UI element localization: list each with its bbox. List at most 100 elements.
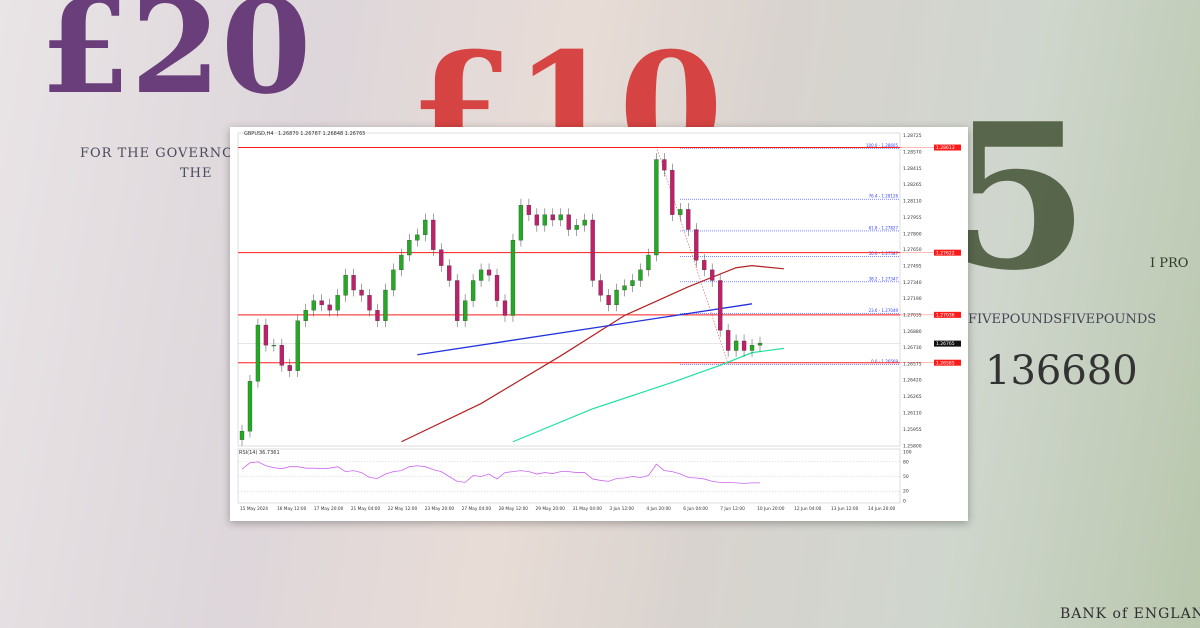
price-tick-label: 1.28570 — [903, 150, 922, 156]
candle-bear — [327, 304, 332, 311]
candle-bull — [415, 234, 420, 241]
price-tick-label: 1.27800 — [903, 231, 922, 237]
price-tick-label: 1.26265 — [903, 394, 922, 400]
candle-bear — [351, 275, 356, 291]
candle-bear — [447, 265, 452, 281]
candle-bull — [343, 275, 348, 296]
candle-bear — [566, 214, 571, 230]
candle-bear — [439, 249, 444, 266]
rsi-label: RSI(14) 36.7361 — [239, 450, 280, 456]
price-tick-label: 1.27955 — [903, 215, 922, 221]
candle-bull — [678, 209, 683, 215]
ohlc-readout: 1.26870 1.26787 1.26848 1.26765 — [278, 131, 366, 137]
price-level-tag-label: 1.27036 — [936, 312, 955, 318]
time-tick-label: 7 Jun 12:00 — [720, 506, 745, 512]
fib-anchor-line — [656, 146, 729, 365]
price-tick-label: 1.25800 — [903, 444, 922, 450]
price-level-tag — [934, 311, 961, 318]
candle-bear — [550, 214, 555, 221]
moving-average-fast — [512, 347, 784, 443]
candle-bear — [526, 204, 532, 215]
candle-bear — [279, 345, 284, 366]
candle-bear — [725, 330, 731, 351]
price-tick-label: 1.26420 — [903, 378, 922, 384]
price-tick-label: 1.27190 — [903, 296, 922, 302]
rsi-tick-label: 100 — [903, 450, 912, 456]
candle-bull — [757, 342, 763, 346]
banknote-5: 5 — [950, 80, 1090, 315]
rsi-pane — [237, 448, 901, 504]
fib-level-label: 61.8 - 1.27827 — [869, 225, 899, 230]
candle-bear — [590, 219, 595, 281]
candle-bear — [486, 269, 492, 276]
rsi-tick-label: 50 — [903, 474, 909, 480]
time-tick-label: 13 Jun 12:00 — [831, 506, 859, 512]
candle-bull — [247, 381, 253, 432]
time-tick-label: 4 Jun 20:00 — [646, 506, 671, 512]
candle-bear — [662, 159, 667, 171]
candle-bear — [319, 300, 324, 306]
candle-bull — [295, 320, 300, 371]
candle-bull — [510, 240, 516, 316]
fib-level-label: 38.2 - 1.27347 — [869, 276, 899, 281]
candle-bull — [518, 204, 524, 241]
candle-bear — [367, 295, 372, 311]
rsi-tick-label: 20 — [903, 489, 909, 495]
time-tick-label: 10 Jun 20:00 — [757, 506, 785, 512]
candle-bear — [359, 289, 364, 296]
price-chart[interactable]: 1.28725 1.28570 1.28415 1.28265 1.28110 1.279… — [230, 127, 968, 521]
price-tick-label: 1.28725 — [903, 133, 922, 139]
candle-bull — [614, 289, 619, 306]
price-tick-label: 1.27035 — [903, 312, 922, 318]
fib-level-label: 50.0 - 1.27587 — [869, 251, 899, 256]
time-tick-label: 31 May 04:00 — [572, 506, 602, 512]
price-tick-label: 1.26880 — [903, 329, 922, 335]
rsi-tick-label: 80 — [903, 459, 909, 465]
candle-bear — [702, 260, 707, 271]
candle-bear — [686, 209, 691, 230]
fib-level-label: 76.4 - 1.28126 — [869, 194, 899, 199]
candle-bull — [391, 269, 396, 291]
candle-bear — [694, 229, 699, 261]
candle-bull — [733, 340, 739, 351]
rsi-tick-label: 0 — [903, 499, 906, 505]
candle-bull — [582, 219, 587, 226]
candle-bull — [470, 280, 476, 301]
time-tick-label: 15 May 2024 — [240, 506, 268, 512]
time-tick-label: 3 Jun 12:00 — [609, 506, 634, 512]
candle-bear — [534, 214, 540, 226]
time-tick-label: 6 Jun 04:00 — [683, 506, 708, 512]
candle-bull — [335, 295, 340, 311]
candle-bull — [638, 269, 643, 281]
time-tick-label: 21 May 04:00 — [351, 506, 381, 512]
moving-average-slow — [401, 265, 784, 443]
candle-bull — [749, 345, 755, 351]
price-tick-label: 1.26730 — [903, 345, 922, 351]
candle-bull — [462, 300, 468, 321]
candle-bull — [407, 240, 412, 256]
banknote-bank-of-england: BANK of ENGLAND — [1060, 606, 1200, 622]
candle-bear — [502, 300, 508, 316]
price-tick-label: 1.26110 — [903, 411, 922, 417]
candle-bull — [654, 159, 659, 256]
price-tick-label: 1.27495 — [903, 264, 922, 270]
candle-bear — [431, 219, 436, 250]
candle-bull — [574, 225, 579, 230]
candle-bear — [606, 295, 611, 306]
time-tick-label: 14 Jun 20:00 — [868, 506, 896, 512]
candle-bull — [311, 300, 316, 311]
current-price-tag — [934, 340, 961, 347]
candle-bull — [271, 345, 277, 347]
candle-bear — [598, 280, 603, 296]
price-tick-label: 1.27340 — [903, 280, 922, 286]
candle-bear — [670, 169, 675, 215]
fib-level-label: 100.0 - 1.28605 — [866, 143, 898, 148]
time-tick-label: 16 May 12:00 — [277, 506, 307, 512]
trendline — [417, 303, 753, 356]
candle-bull — [478, 269, 484, 281]
banknote-governor-text: FOR THE GOVERNOR — [80, 146, 245, 161]
time-tick-label: 22 May 12:00 — [388, 506, 418, 512]
candle-bear — [263, 324, 269, 346]
candle-bull — [255, 324, 261, 382]
candle-bear — [710, 269, 715, 281]
